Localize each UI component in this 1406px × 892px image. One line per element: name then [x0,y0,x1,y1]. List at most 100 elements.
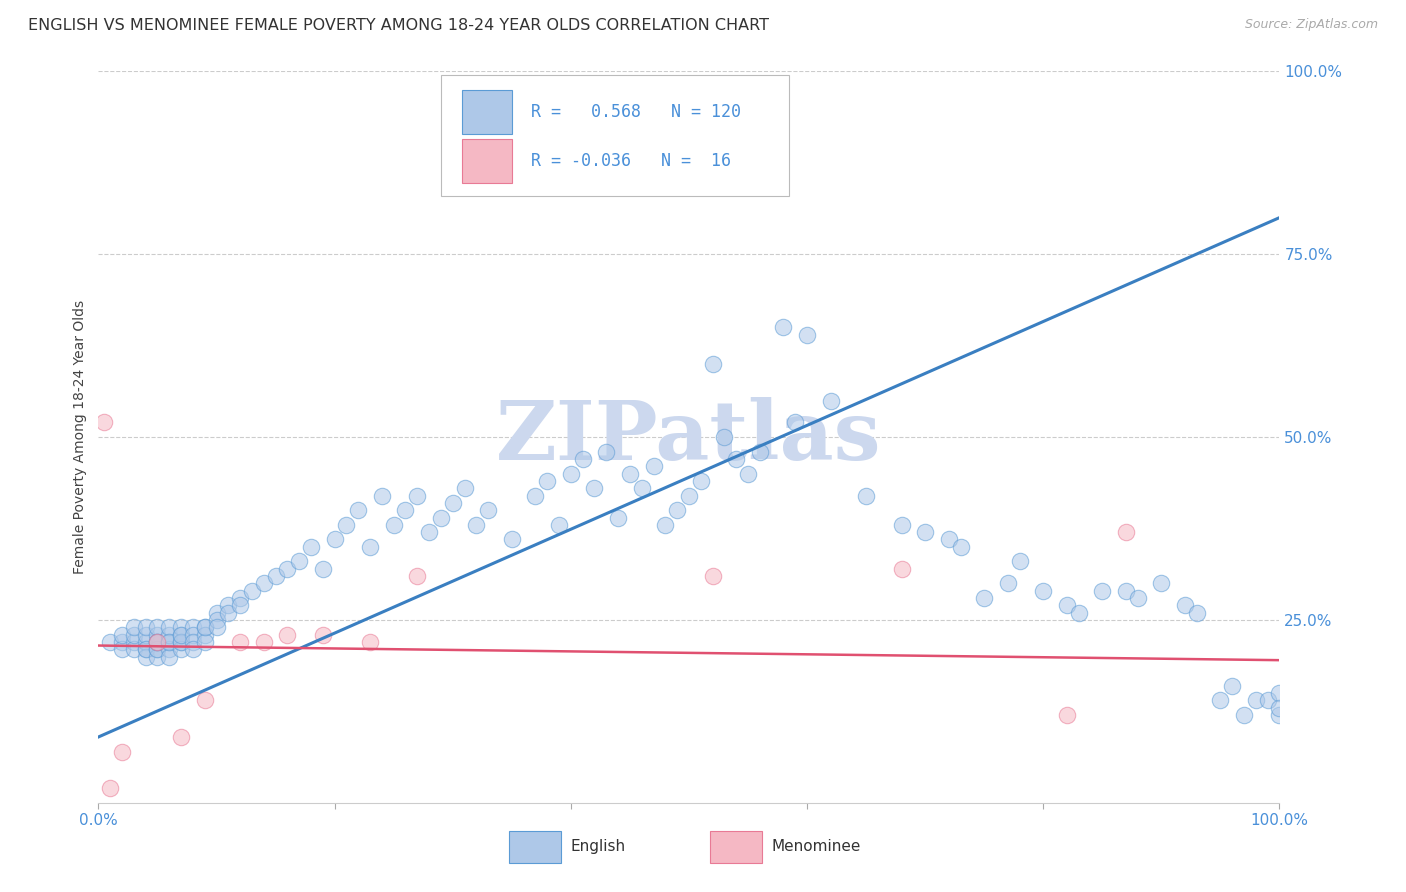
Point [1032,583,1054,598]
Point [146,635,169,649]
Point [229,635,252,649]
Point [194,620,217,634]
Point [122,627,145,641]
Point [1115,525,1137,540]
Point [914,525,936,540]
Point [264,569,287,583]
Point [146,635,169,649]
Point [630,481,652,495]
FancyBboxPatch shape [509,830,561,863]
Point [335,517,357,532]
Point [157,649,180,664]
Point [595,444,617,458]
Point [1056,708,1078,723]
Point [382,517,405,532]
Point [359,635,381,649]
Point [146,620,169,634]
Point [973,591,995,605]
Point [619,467,641,481]
Point [253,576,276,591]
Point [181,635,204,649]
Point [170,620,193,634]
Point [157,635,180,649]
Point [1233,708,1256,723]
Point [548,517,571,532]
Point [725,452,748,467]
Point [323,533,346,547]
Point [111,745,134,759]
Point [157,620,180,634]
Point [146,635,169,649]
Point [135,635,157,649]
Point [299,540,322,554]
Point [170,627,193,641]
Point [524,489,547,503]
Point [146,649,169,664]
Point [111,635,134,649]
Point [122,642,145,657]
Point [194,635,217,649]
Text: Menominee: Menominee [772,839,860,855]
FancyBboxPatch shape [710,830,762,863]
Point [170,635,193,649]
Point [406,489,429,503]
Point [217,599,239,613]
Text: English: English [571,839,626,855]
Point [1150,576,1173,591]
Point [406,569,429,583]
Point [93,416,115,430]
Point [1257,693,1279,707]
Point [1174,599,1197,613]
Point [394,503,416,517]
Point [536,474,558,488]
Point [1268,700,1291,714]
Point [347,503,370,517]
Point [689,474,711,488]
Point [170,642,193,657]
Point [453,481,475,495]
Point [1268,708,1291,723]
Point [194,693,217,707]
Point [748,444,770,458]
Point [276,627,298,641]
Point [157,635,180,649]
Text: ZIPatlas: ZIPatlas [496,397,882,477]
Point [98,635,121,649]
Point [820,393,842,408]
Point [229,599,252,613]
Point [229,591,252,605]
Point [170,730,193,744]
Point [1056,599,1078,613]
FancyBboxPatch shape [463,139,512,183]
Point [371,489,394,503]
Point [890,562,912,576]
Point [1115,583,1137,598]
Point [441,496,464,510]
Point [312,562,335,576]
Point [135,642,157,657]
Point [1067,606,1090,620]
FancyBboxPatch shape [441,75,789,195]
Point [713,430,735,444]
Point [666,503,689,517]
Point [181,642,204,657]
Point [135,620,157,634]
Point [312,627,335,641]
Point [181,620,204,634]
Point [583,481,606,495]
Point [146,642,169,657]
Point [772,320,794,334]
Text: R =   0.568   N = 120: R = 0.568 N = 120 [530,103,741,121]
Point [135,627,157,641]
Point [157,642,180,657]
Point [702,357,724,371]
Point [430,510,453,524]
Point [240,583,263,598]
Point [205,606,228,620]
Point [157,627,180,641]
Point [146,642,169,657]
Point [170,627,193,641]
Point [146,635,169,649]
Point [217,606,239,620]
Point [654,517,676,532]
